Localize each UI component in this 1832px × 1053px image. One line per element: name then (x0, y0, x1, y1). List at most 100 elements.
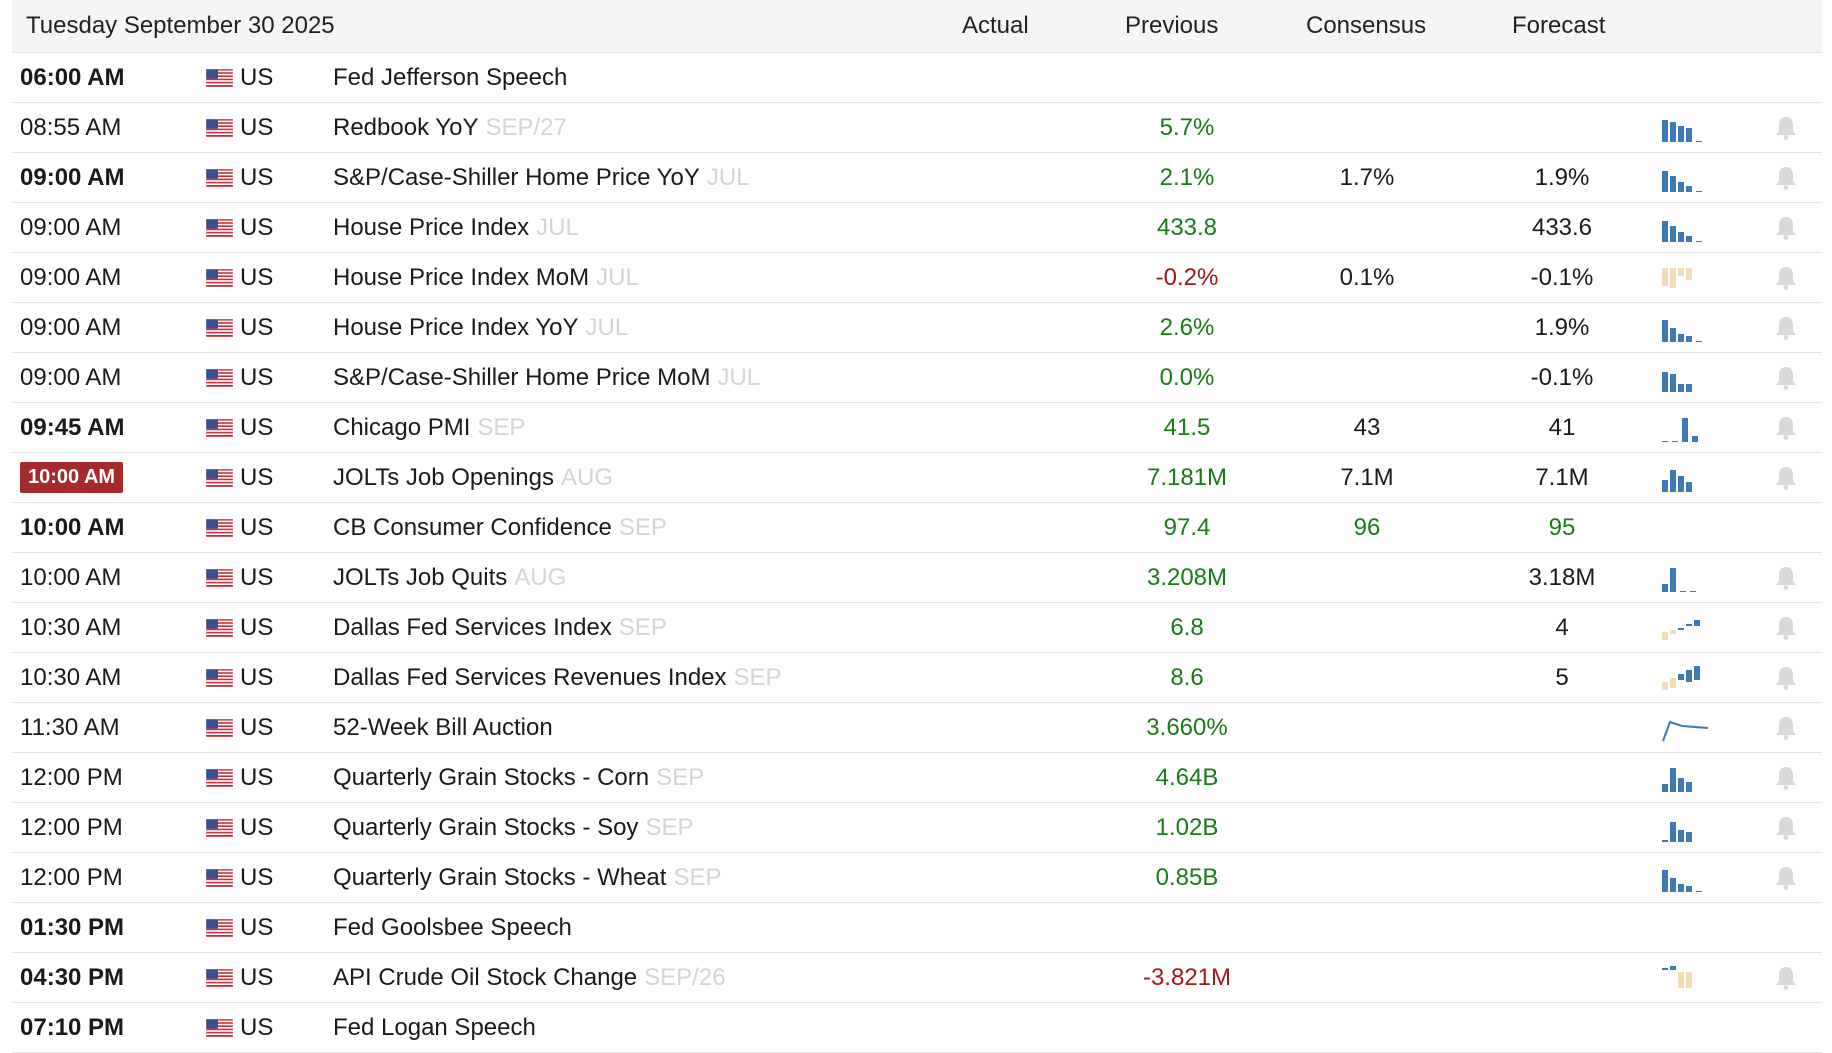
event-row[interactable]: 01:30 PM US Fed Goolsbee Speech (12, 903, 1822, 953)
alert-bell-icon[interactable] (1774, 865, 1798, 891)
sparkline-chart-icon[interactable] (1662, 114, 1710, 142)
column-header-forecast[interactable]: Forecast (1512, 12, 1606, 39)
event-name[interactable]: House Price Index JUL (333, 203, 579, 252)
event-name[interactable]: Dallas Fed Services Index SEP (333, 603, 667, 652)
event-consensus-value: 43 (1353, 414, 1381, 441)
event-name[interactable]: Quarterly Grain Stocks - Corn SEP (333, 753, 704, 802)
event-previous-value: 3.660% (1146, 714, 1228, 741)
sparkline-bar (1662, 840, 1668, 842)
event-row[interactable]: 10:30 AM US Dallas Fed Services Index SEP… (12, 603, 1822, 653)
event-row[interactable]: 09:00 AM US S&P/Case-Shiller Home Price … (12, 153, 1822, 203)
event-row[interactable]: 11:30 AM US 52-Week Bill Auction 3.660% (12, 703, 1822, 753)
event-name[interactable]: CB Consumer Confidence SEP (333, 503, 667, 552)
event-row[interactable]: 09:00 AM US House Price Index JUL 433.8 4… (12, 203, 1822, 253)
event-row[interactable]: 07:10 PM US Fed Logan Speech (12, 1003, 1822, 1053)
event-time: 09:00 AM (20, 164, 125, 191)
event-name[interactable]: House Price Index YoY JUL (333, 303, 628, 352)
sparkline-chart-icon[interactable] (1662, 664, 1710, 692)
event-name[interactable]: Quarterly Grain Stocks - Wheat SEP (333, 853, 721, 902)
sparkline-chart-icon[interactable] (1662, 864, 1710, 892)
sparkline-chart-icon[interactable] (1662, 714, 1710, 742)
alert-bell-icon[interactable] (1774, 215, 1798, 241)
event-name[interactable]: Redbook YoY SEP/27 (333, 103, 567, 152)
sparkline-chart-icon[interactable] (1662, 414, 1710, 442)
alert-bell-icon[interactable] (1774, 715, 1798, 741)
event-name[interactable]: JOLTs Job Openings AUG (333, 453, 613, 502)
sparkline-chart-icon[interactable] (1662, 814, 1710, 842)
column-header-previous[interactable]: Previous (1125, 12, 1219, 39)
event-previous-value: 6.8 (1170, 614, 1204, 641)
alert-bell-icon[interactable] (1774, 365, 1798, 391)
event-row[interactable]: 12:00 PM US Quarterly Grain Stocks - Whe… (12, 853, 1822, 903)
column-header-actual[interactable]: Actual (962, 12, 1029, 39)
event-previous-value: 3.208M (1146, 564, 1228, 591)
sparkline-bar (1686, 268, 1692, 280)
sparkline-chart-icon[interactable] (1662, 564, 1710, 592)
event-name[interactable]: House Price Index MoM JUL (333, 253, 639, 302)
sparkline-chart-icon[interactable] (1662, 214, 1710, 242)
event-name[interactable]: Fed Logan Speech (333, 1003, 543, 1052)
sparkline-bar (1678, 628, 1684, 630)
event-row[interactable]: 09:00 AM US S&P/Case-Shiller Home Price … (12, 353, 1822, 403)
event-row[interactable]: 09:45 AM US Chicago PMI SEP 41.5 43 41 (12, 403, 1822, 453)
event-name[interactable]: API Crude Oil Stock Change SEP/26 (333, 953, 726, 1002)
alert-bell-icon[interactable] (1774, 565, 1798, 591)
event-forecast-value: -0.1% (1530, 264, 1594, 291)
event-row[interactable]: 10:30 AM US Dallas Fed Services Revenues… (12, 653, 1822, 703)
sparkline-chart-icon[interactable] (1662, 164, 1710, 192)
event-reference-period: JUL (717, 364, 761, 391)
alert-bell-icon[interactable] (1774, 815, 1798, 841)
alert-bell-icon[interactable] (1774, 965, 1798, 991)
event-row[interactable]: 12:00 PM US Quarterly Grain Stocks - Cor… (12, 753, 1822, 803)
alert-bell-icon[interactable] (1774, 765, 1798, 791)
event-name[interactable]: 52-Week Bill Auction (333, 703, 560, 752)
event-name[interactable]: Chicago PMI SEP (333, 403, 525, 452)
event-title: S&P/Case-Shiller Home Price YoY (333, 164, 700, 191)
event-country: US (240, 514, 274, 541)
event-row[interactable]: 10:00 AM US JOLTs Job Quits AUG 3.208M 3.… (12, 553, 1822, 603)
event-reference-period: JUL (706, 164, 750, 191)
event-row[interactable]: 06:00 AM US Fed Jefferson Speech (12, 53, 1822, 103)
sparkline-bar (1670, 374, 1676, 392)
alert-bell-icon[interactable] (1774, 165, 1798, 191)
event-time: 04:30 PM (20, 964, 125, 991)
event-name[interactable]: Fed Jefferson Speech (333, 53, 574, 102)
event-country: US (240, 914, 274, 941)
alert-bell-icon[interactable] (1774, 665, 1798, 691)
alert-bell-icon[interactable] (1774, 415, 1798, 441)
event-row[interactable]: 09:00 AM US House Price Index YoY JUL 2.6… (12, 303, 1822, 353)
event-rows: 06:00 AM US Fed Jefferson Speech 08:55 A… (12, 53, 1822, 1053)
event-title: Fed Jefferson Speech (333, 64, 568, 91)
us-flag-icon (206, 969, 233, 987)
event-row[interactable]: 09:00 AM US House Price Index MoM JUL -0.… (12, 253, 1822, 303)
event-previous-value: 2.1% (1159, 164, 1215, 191)
event-name[interactable]: JOLTs Job Quits AUG (333, 553, 566, 602)
event-name[interactable]: Quarterly Grain Stocks - Soy SEP (333, 803, 693, 852)
event-row[interactable]: 12:00 PM US Quarterly Grain Stocks - Soy… (12, 803, 1822, 853)
alert-bell-icon[interactable] (1774, 315, 1798, 341)
sparkline-bar (1670, 176, 1676, 192)
alert-bell-icon[interactable] (1774, 465, 1798, 491)
alert-bell-icon[interactable] (1774, 265, 1798, 291)
event-name[interactable]: S&P/Case-Shiller Home Price YoY JUL (333, 153, 750, 202)
sparkline-bar (1662, 120, 1668, 142)
alert-bell-icon[interactable] (1774, 115, 1798, 141)
event-name[interactable]: Fed Goolsbee Speech (333, 903, 579, 952)
event-name[interactable]: Dallas Fed Services Revenues Index SEP (333, 653, 782, 702)
event-name[interactable]: S&P/Case-Shiller Home Price MoM JUL (333, 353, 760, 402)
sparkline-chart-icon[interactable] (1662, 264, 1710, 292)
sparkline-chart-icon[interactable] (1662, 764, 1710, 792)
sparkline-chart-icon[interactable] (1662, 614, 1710, 642)
sparkline-chart-icon[interactable] (1662, 464, 1710, 492)
alert-bell-icon[interactable] (1774, 615, 1798, 641)
sparkline-chart-icon[interactable] (1662, 314, 1710, 342)
event-row[interactable]: 08:55 AM US Redbook YoY SEP/27 5.7% (12, 103, 1822, 153)
event-row[interactable]: 04:30 PM US API Crude Oil Stock Change SE… (12, 953, 1822, 1003)
sparkline-bar (1662, 268, 1668, 286)
event-row[interactable]: 10:00 AM US JOLTs Job Openings AUG 7.181M… (12, 453, 1822, 503)
us-flag-icon (206, 919, 233, 937)
sparkline-chart-icon[interactable] (1662, 364, 1710, 392)
event-row[interactable]: 10:00 AM US CB Consumer Confidence SEP 97… (12, 503, 1822, 553)
sparkline-chart-icon[interactable] (1662, 964, 1710, 992)
column-header-consensus[interactable]: Consensus (1306, 12, 1427, 39)
